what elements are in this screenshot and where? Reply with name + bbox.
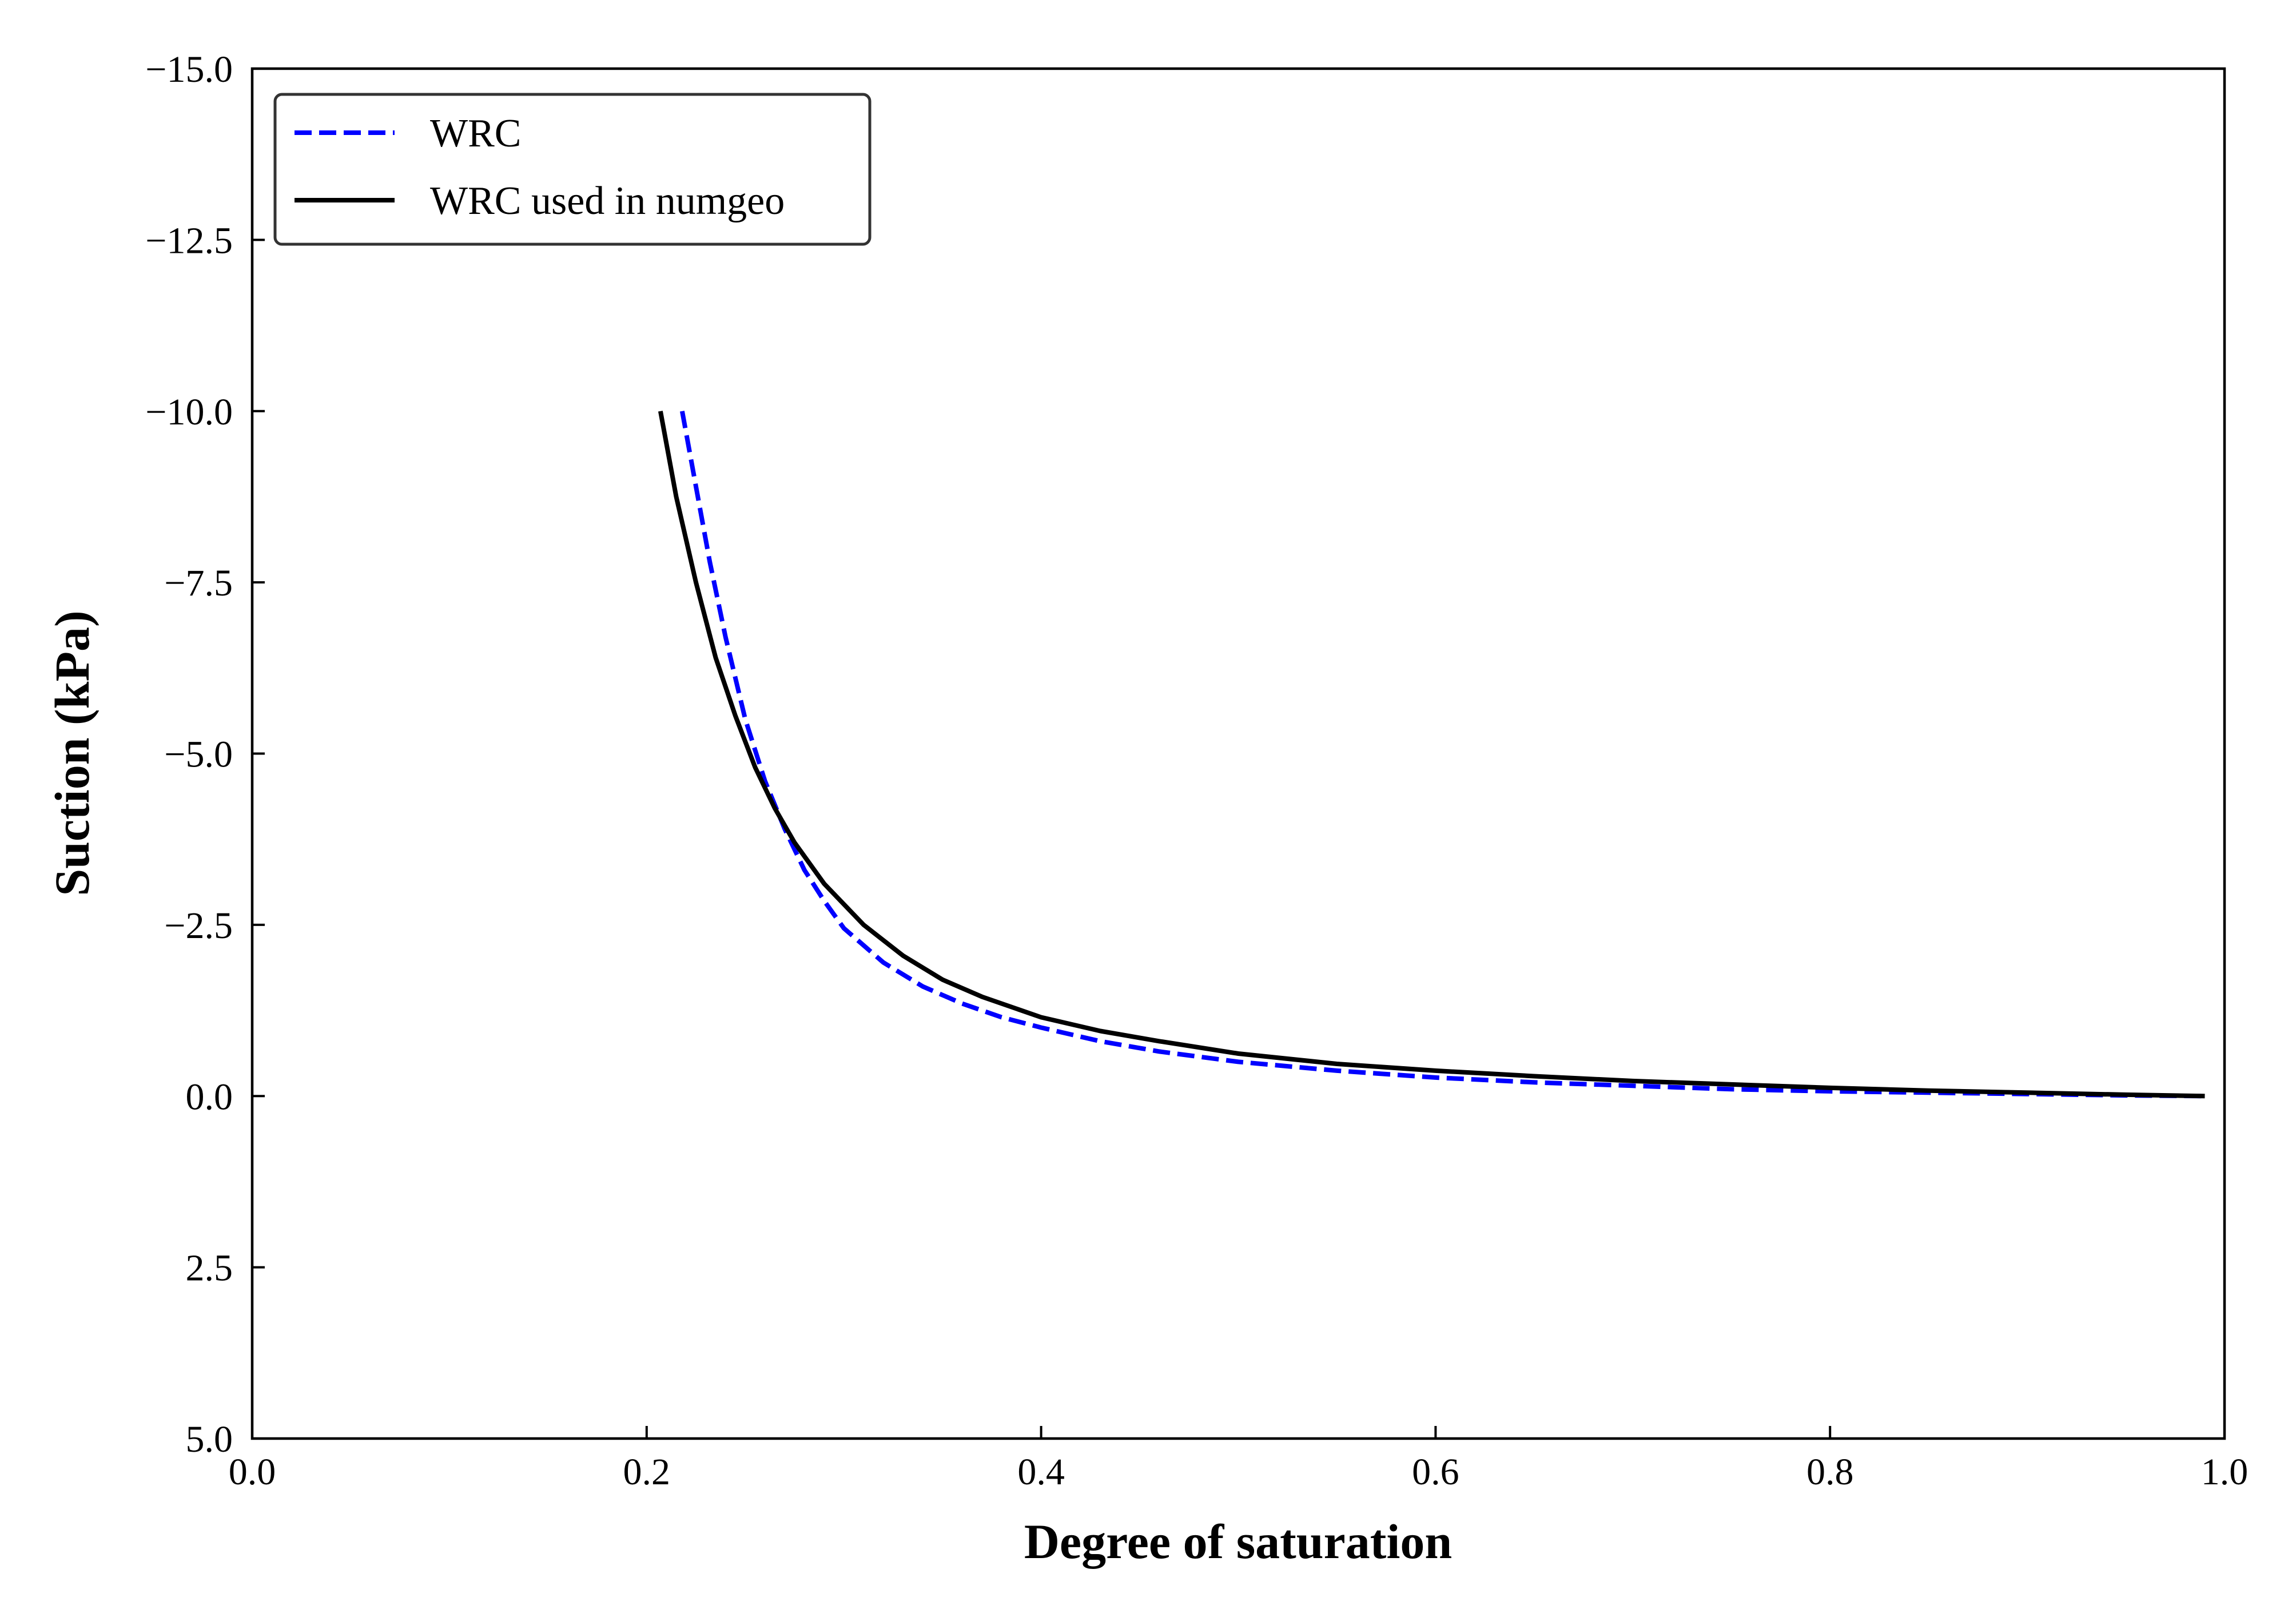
series-line-wrc [679, 411, 2205, 1099]
x-axis-title: Degree of saturation [1024, 1514, 1452, 1569]
ticks-layer: 0.0 0.2 0.4 0.6 0.8 1.0 −15.0 −12.5 −10.0 −7.5 −5.… [145, 49, 2248, 1493]
x-tick-label: 0.2 [623, 1451, 671, 1493]
x-tick-label: 1.0 [2201, 1451, 2249, 1493]
y-tick-label: −7.5 [164, 562, 233, 604]
y-tick-label: −5.0 [164, 734, 233, 776]
series-line-wrc-used-in-numgeo [658, 411, 2205, 1099]
y-axis-title: Suction (kPa) [45, 610, 100, 896]
series-layer [658, 411, 2205, 1099]
y-tick-label: −2.5 [164, 905, 233, 947]
legend: WRC WRC used in numgeo [273, 93, 872, 246]
y-tick-label: 5.0 [186, 1419, 233, 1460]
x-tick-label: 0.6 [1412, 1451, 1459, 1493]
plot-frame [250, 67, 2226, 1440]
y-tick-label: −10.0 [145, 391, 233, 433]
y-tick-label: 0.0 [186, 1076, 233, 1118]
legend-label-wrc: WRC [430, 112, 521, 156]
y-tick-label: −15.0 [145, 49, 233, 90]
x-tick-label: 0.8 [1806, 1451, 1854, 1493]
legend-box [273, 93, 872, 246]
y-tick-label: −12.5 [145, 220, 233, 261]
x-tick-label: 0.4 [1017, 1451, 1065, 1493]
legend-label-wrc-used-in-numgeo: WRC used in numgeo [430, 179, 785, 223]
x-tick-label: 0.0 [229, 1451, 276, 1493]
y-tick-label: 2.5 [186, 1247, 233, 1289]
